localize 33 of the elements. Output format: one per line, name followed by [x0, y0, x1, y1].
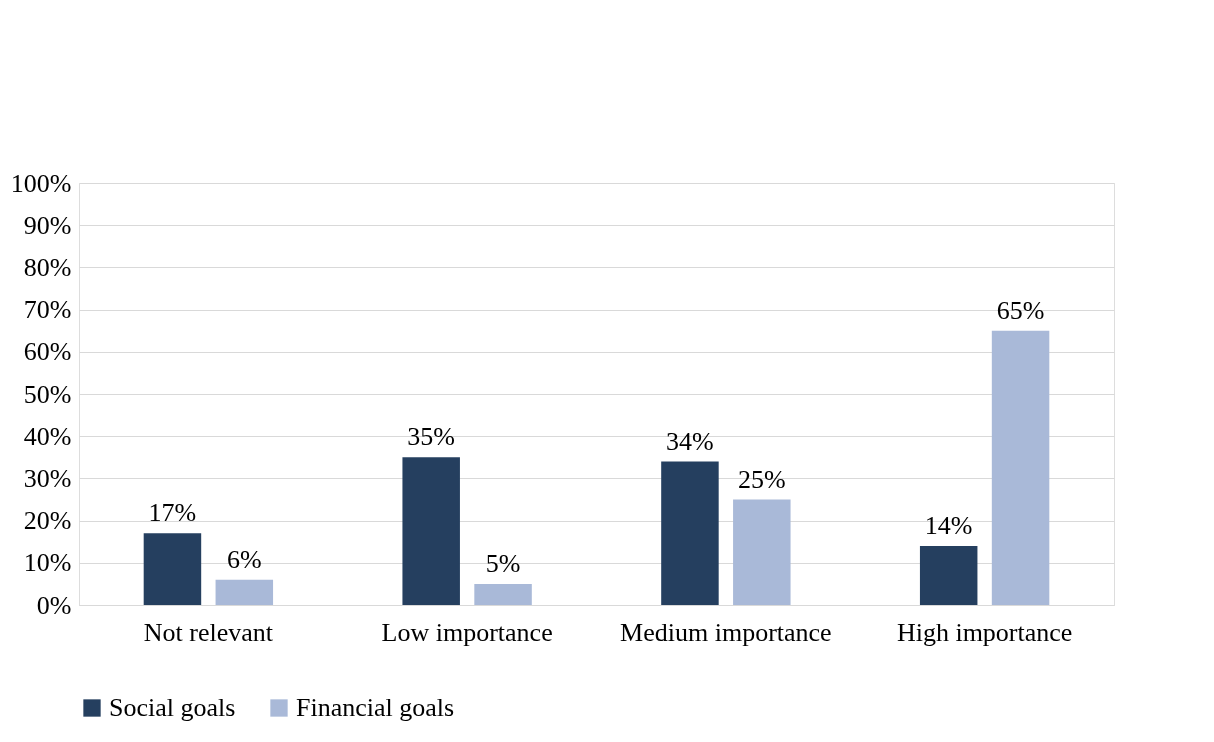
bar [733, 499, 791, 605]
data-label: 17% [148, 498, 197, 528]
bar [215, 579, 274, 605]
data-label: 14% [924, 510, 973, 540]
y-tick-label: 20% [23, 506, 72, 536]
y-tick-label: 70% [23, 295, 72, 325]
data-label: 65% [996, 295, 1045, 325]
data-label: 35% [407, 422, 456, 452]
x-tick-label: Medium importance [620, 617, 832, 647]
x-tick-label: Low importance [381, 617, 553, 647]
y-tick-label: 90% [23, 210, 72, 240]
bar [991, 330, 1050, 605]
x-tick-label: Not relevant [143, 617, 274, 647]
bar [474, 583, 532, 605]
y-tick-label: 80% [23, 252, 72, 282]
legend-label: Financial goals [296, 693, 455, 722]
bar [143, 533, 202, 605]
y-tick-label: 50% [23, 379, 72, 409]
y-tick-label: 0% [36, 590, 72, 620]
data-label: 6% [226, 544, 262, 574]
data-label: 5% [485, 548, 521, 578]
y-tick-label: 10% [23, 548, 72, 578]
y-tick-label: 30% [23, 463, 72, 493]
y-tick-label: 100% [10, 168, 72, 198]
data-label: 25% [737, 464, 786, 494]
bar [402, 457, 460, 605]
data-label: 34% [666, 426, 714, 456]
bar [661, 461, 719, 605]
y-tick-label: 60% [23, 337, 72, 367]
y-tick-label: 40% [23, 421, 72, 451]
legend-label: Social goals [109, 693, 236, 722]
x-tick-label: High importance [896, 617, 1073, 647]
bar [919, 545, 978, 605]
